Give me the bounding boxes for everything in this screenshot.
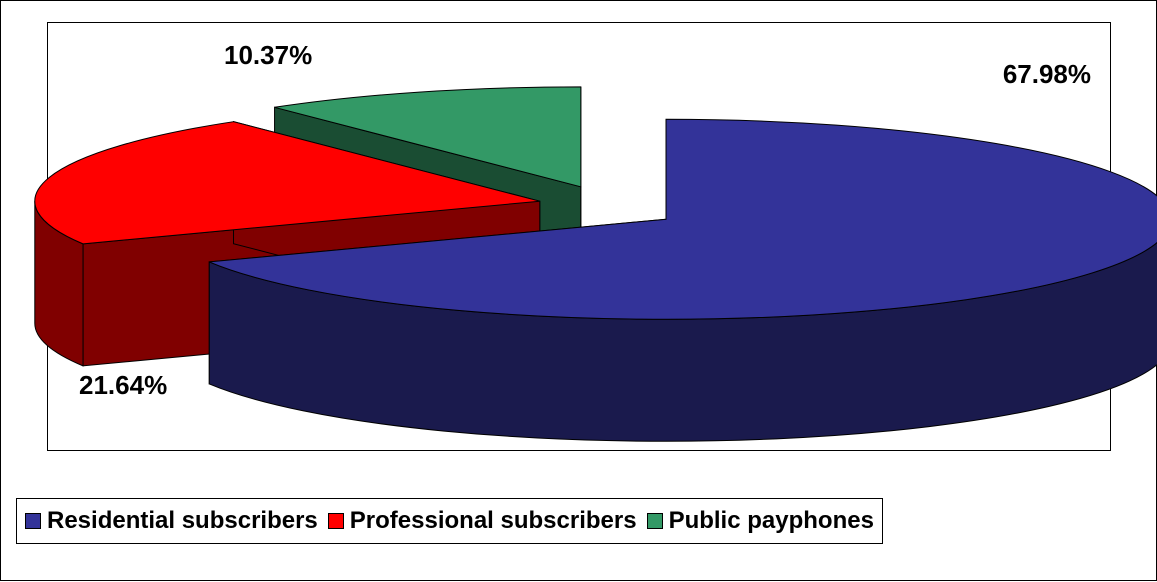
pie-slice-0 [208,118,1157,442]
pie-slice-1-top [34,121,540,245]
legend-label-residential: Residential subscribers [47,507,318,534]
legend-swatch-professional [327,513,344,529]
data-label-0: 67.98% [1003,59,1091,89]
legend: Residential subscribers Professional sub… [16,498,883,544]
legend-label-payphones: Public payphones [668,507,874,534]
legend-label-professional: Professional subscribers [349,507,637,534]
legend-item-residential: Residential subscribers [25,507,318,535]
data-label-1: 21.64% [79,370,167,400]
legend-item-professional: Professional subscribers [327,507,637,535]
legend-swatch-payphones [646,513,663,529]
pie-slice-2-top [274,86,582,188]
data-label-2: 10.37% [224,40,312,70]
legend-swatch-residential [25,513,41,529]
pie-slice-0-top [209,118,1157,320]
legend-item-payphones: Public payphones [646,507,874,535]
